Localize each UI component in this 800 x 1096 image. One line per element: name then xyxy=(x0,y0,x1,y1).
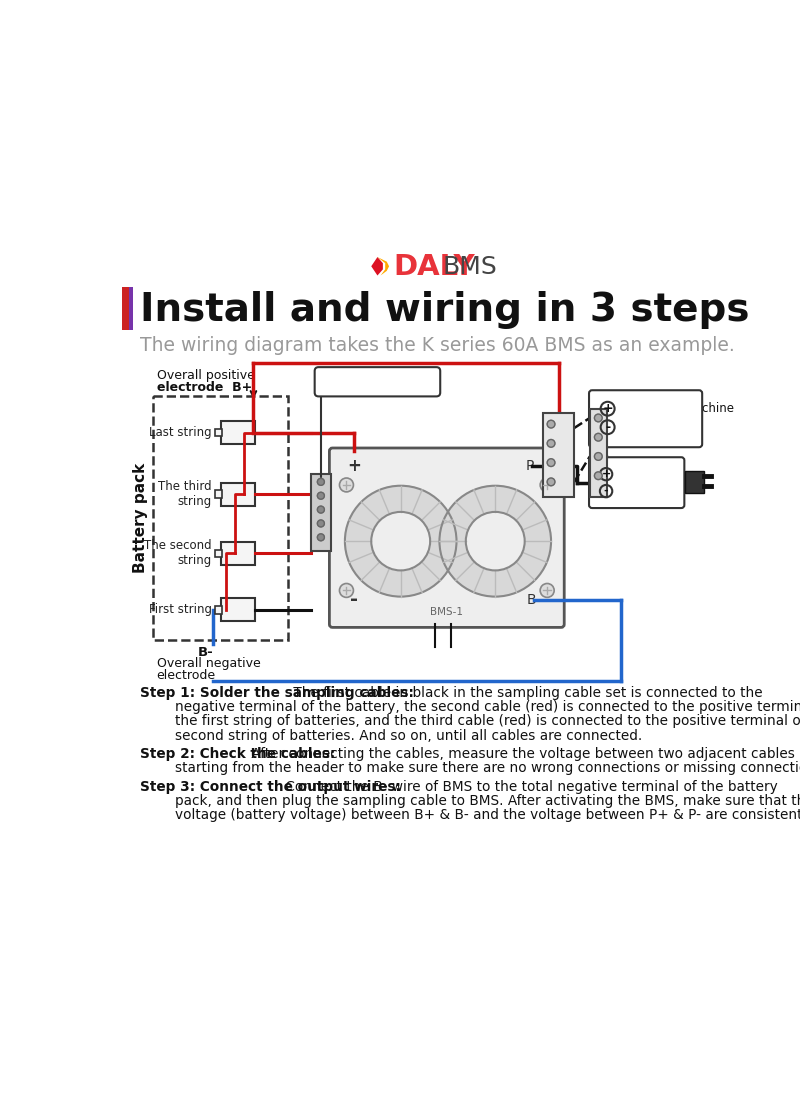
Text: the first string of batteries, and the third cable (red) is connected to the pos: the first string of batteries, and the t… xyxy=(140,715,800,729)
Circle shape xyxy=(318,520,324,527)
FancyBboxPatch shape xyxy=(129,287,133,330)
Text: Install and wiring in 3 steps: Install and wiring in 3 steps xyxy=(140,292,750,329)
Text: The first cable in black in the sampling cable set is connected to the: The first cable in black in the sampling… xyxy=(289,686,762,700)
FancyBboxPatch shape xyxy=(221,541,255,566)
Text: Step 2: Check the cables:: Step 2: Check the cables: xyxy=(140,747,335,762)
Circle shape xyxy=(601,420,614,434)
Circle shape xyxy=(547,439,555,447)
Text: second string of batteries. And so on, until all cables are connected.: second string of batteries. And so on, u… xyxy=(140,729,642,743)
Text: Overall positive: Overall positive xyxy=(157,369,254,383)
Text: -: - xyxy=(605,421,610,434)
Text: -: - xyxy=(350,590,358,609)
Text: negative terminal of the battery, the second cable (red) is connected to the pos: negative terminal of the battery, the se… xyxy=(140,700,800,715)
Text: P-: P- xyxy=(552,476,566,489)
Text: B-: B- xyxy=(526,593,542,607)
Text: BMS-1: BMS-1 xyxy=(430,607,463,617)
Circle shape xyxy=(345,486,457,596)
Circle shape xyxy=(594,414,602,422)
FancyBboxPatch shape xyxy=(221,421,255,444)
Text: + load: + load xyxy=(622,421,661,434)
Circle shape xyxy=(540,583,554,597)
Circle shape xyxy=(318,492,324,499)
Text: + Electric machine: + Electric machine xyxy=(622,402,734,415)
Text: B-: B- xyxy=(198,646,214,659)
Text: +: + xyxy=(347,457,361,476)
Text: Battery pack: Battery pack xyxy=(133,463,148,573)
Text: starting from the header to make sure there are no wrong connections or missing : starting from the header to make sure th… xyxy=(140,762,800,775)
Text: The third
string: The third string xyxy=(158,480,211,509)
FancyBboxPatch shape xyxy=(122,287,129,330)
Polygon shape xyxy=(371,258,383,275)
Circle shape xyxy=(318,506,324,513)
Text: electrode  B+: electrode B+ xyxy=(157,380,252,393)
Text: BMS: BMS xyxy=(442,255,498,279)
Text: Overall negative: Overall negative xyxy=(157,658,260,670)
FancyBboxPatch shape xyxy=(214,490,222,498)
Circle shape xyxy=(594,433,602,441)
Polygon shape xyxy=(378,258,389,275)
Text: Connect the B- wire of BMS to the total negative terminal of the battery: Connect the B- wire of BMS to the total … xyxy=(281,780,778,794)
Circle shape xyxy=(339,478,354,492)
Text: After connecting the cables, measure the voltage between two adjacent cables: After connecting the cables, measure the… xyxy=(246,747,794,762)
FancyBboxPatch shape xyxy=(330,448,564,627)
Text: + Recharger: + Recharger xyxy=(619,468,694,481)
FancyBboxPatch shape xyxy=(221,482,255,505)
Text: +: + xyxy=(619,484,629,498)
Text: +: + xyxy=(602,469,610,479)
Circle shape xyxy=(439,486,551,596)
Circle shape xyxy=(318,534,324,540)
Text: electrode: electrode xyxy=(157,669,216,682)
FancyBboxPatch shape xyxy=(221,598,255,621)
Text: Step 1: Solder the sampling cables:: Step 1: Solder the sampling cables: xyxy=(140,686,414,700)
FancyBboxPatch shape xyxy=(685,471,704,492)
FancyBboxPatch shape xyxy=(314,367,440,397)
Circle shape xyxy=(540,478,554,492)
Text: First string: First string xyxy=(149,603,211,616)
Circle shape xyxy=(601,402,614,415)
Circle shape xyxy=(371,512,430,570)
Text: Last string: Last string xyxy=(149,426,211,439)
Text: P-: P- xyxy=(525,459,538,473)
Circle shape xyxy=(594,453,602,460)
FancyBboxPatch shape xyxy=(214,429,222,436)
Text: +: + xyxy=(602,402,613,415)
Circle shape xyxy=(600,468,612,480)
Circle shape xyxy=(318,479,324,486)
Circle shape xyxy=(466,512,525,570)
Text: -: - xyxy=(604,487,608,496)
Circle shape xyxy=(339,583,354,597)
Circle shape xyxy=(547,478,555,486)
FancyBboxPatch shape xyxy=(543,412,574,498)
FancyBboxPatch shape xyxy=(214,549,222,558)
FancyBboxPatch shape xyxy=(214,606,222,614)
Circle shape xyxy=(547,420,555,427)
FancyBboxPatch shape xyxy=(310,475,331,551)
FancyBboxPatch shape xyxy=(589,390,702,447)
Text: The wiring diagram takes the K series 60A BMS as an example.: The wiring diagram takes the K series 60… xyxy=(140,336,735,355)
FancyBboxPatch shape xyxy=(589,457,684,509)
Text: voltage (battery voltage) between B+ & B- and the voltage between P+ & P- are co: voltage (battery voltage) between B+ & B… xyxy=(140,809,800,822)
Circle shape xyxy=(594,472,602,480)
Text: Step 3: Connect the output wires:: Step 3: Connect the output wires: xyxy=(140,780,401,794)
Text: P+: P+ xyxy=(549,422,569,434)
Text: DALY: DALY xyxy=(393,253,474,281)
Text: Sampling cable: Sampling cable xyxy=(321,374,434,389)
Text: pack, and then plug the sampling cable to BMS. After activating the BMS, make su: pack, and then plug the sampling cable t… xyxy=(140,795,800,808)
Circle shape xyxy=(600,484,612,498)
Text: The second
string: The second string xyxy=(144,539,211,568)
FancyBboxPatch shape xyxy=(590,409,607,498)
Circle shape xyxy=(547,459,555,467)
